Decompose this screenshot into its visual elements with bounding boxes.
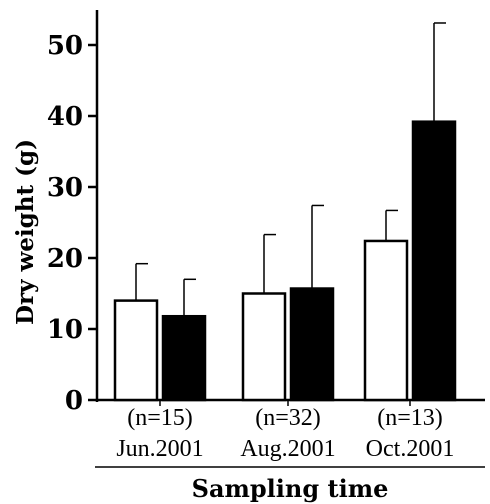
y-tick-label: 30 bbox=[47, 173, 83, 203]
sample-size-label: (n=32) bbox=[255, 405, 321, 431]
bar bbox=[289, 287, 335, 402]
bar bbox=[411, 120, 457, 402]
y-tick-label: 10 bbox=[47, 315, 83, 345]
bar bbox=[113, 299, 159, 402]
bars bbox=[113, 22, 457, 402]
x-axis-label: Sampling time bbox=[192, 474, 389, 503]
bar bbox=[241, 292, 287, 402]
y-tick-label: 50 bbox=[47, 31, 83, 61]
x-category-label: Jun.2001 bbox=[116, 436, 203, 462]
x-category-label: Aug.2001 bbox=[240, 436, 335, 462]
bar bbox=[363, 239, 409, 402]
y-tick-label: 40 bbox=[47, 102, 83, 132]
y-tick-label: 20 bbox=[47, 244, 83, 274]
x-category-label: Oct.2001 bbox=[366, 436, 455, 462]
sample-size-label: (n=15) bbox=[127, 405, 193, 431]
y-ticks: 0 10 20 30 40 50 bbox=[47, 31, 97, 416]
x-categories: (n=15) Jun.2001 (n=32) Aug.2001 (n=13) Oct.20… bbox=[116, 400, 454, 462]
sample-size-label: (n=13) bbox=[377, 405, 443, 431]
y-axis-label: Dry weight (g) bbox=[12, 139, 39, 325]
y-tick-label: 0 bbox=[65, 386, 83, 416]
bar bbox=[161, 314, 207, 402]
